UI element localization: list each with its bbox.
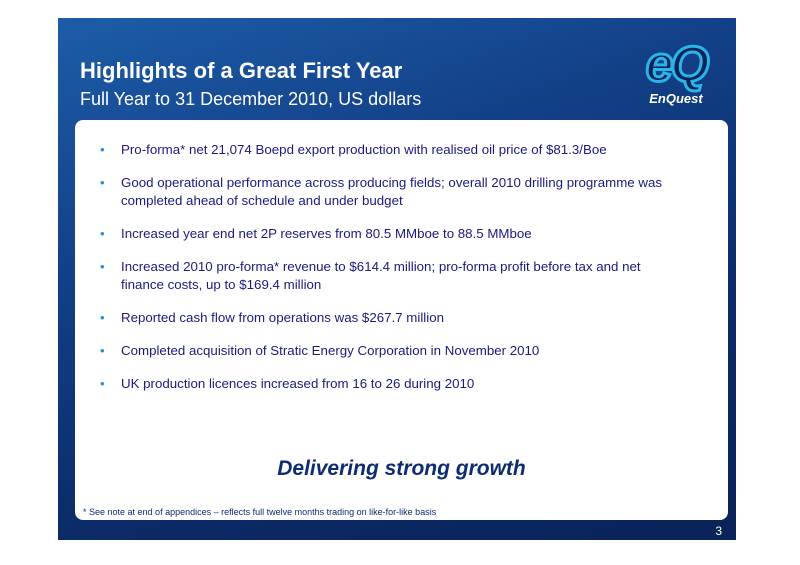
logo-name: EnQuest bbox=[649, 91, 703, 106]
content-panel: Pro-forma* net 21,074 Boepd export produ… bbox=[75, 120, 728, 520]
bullet-list: Pro-forma* net 21,074 Boepd export produ… bbox=[97, 141, 687, 408]
title: Highlights of a Great First Year bbox=[80, 58, 403, 83]
tagline: Delivering strong growth bbox=[277, 457, 526, 480]
slide: Highlights of a Great First Year Full Ye… bbox=[58, 18, 736, 540]
logo: eQ EnQuest bbox=[636, 35, 716, 116]
bullet: Reported cash flow from operations was $… bbox=[97, 309, 687, 327]
bullet: Pro-forma* net 21,074 Boepd export produ… bbox=[97, 141, 687, 159]
logo-mark: eQ bbox=[644, 35, 711, 94]
page-number: 3 bbox=[715, 524, 722, 538]
subtitle: Full Year to 31 December 2010, US dollar… bbox=[80, 89, 422, 109]
bullet: Increased 2010 pro-forma* revenue to $61… bbox=[97, 258, 687, 294]
footnote: * See note at end of appendices – reflec… bbox=[83, 507, 437, 517]
bullet: Good operational performance across prod… bbox=[97, 174, 687, 210]
bullet: Increased year end net 2P reserves from … bbox=[97, 225, 687, 243]
bullet: UK production licences increased from 16… bbox=[97, 375, 687, 393]
bullet: Completed acquisition of Stratic Energy … bbox=[97, 342, 687, 360]
